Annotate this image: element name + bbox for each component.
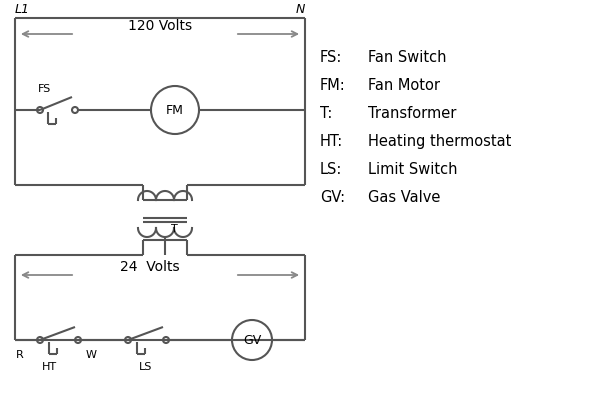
Text: T: T <box>171 224 178 234</box>
Circle shape <box>163 337 169 343</box>
Circle shape <box>37 337 43 343</box>
Text: Transformer: Transformer <box>368 106 457 121</box>
Text: Limit Switch: Limit Switch <box>368 162 457 177</box>
Text: 120 Volts: 120 Volts <box>128 19 192 33</box>
Text: W: W <box>86 350 97 360</box>
Text: 24  Volts: 24 Volts <box>120 260 180 274</box>
Text: Gas Valve: Gas Valve <box>368 190 440 205</box>
Text: FS: FS <box>38 84 51 94</box>
Text: HT: HT <box>41 362 57 372</box>
Text: GV:: GV: <box>320 190 345 205</box>
Circle shape <box>75 337 81 343</box>
Text: Heating thermostat: Heating thermostat <box>368 134 512 149</box>
Circle shape <box>125 337 131 343</box>
Text: LS: LS <box>139 362 153 372</box>
Text: N: N <box>296 3 305 16</box>
Text: FM:: FM: <box>320 78 346 93</box>
Text: L1: L1 <box>15 3 30 16</box>
Text: R: R <box>16 350 24 360</box>
Text: GV: GV <box>243 334 261 346</box>
Text: FM: FM <box>166 104 184 116</box>
Text: HT:: HT: <box>320 134 343 149</box>
Text: LS:: LS: <box>320 162 342 177</box>
Text: T:: T: <box>320 106 332 121</box>
Circle shape <box>37 107 43 113</box>
Text: FS:: FS: <box>320 50 342 65</box>
Text: Fan Switch: Fan Switch <box>368 50 447 65</box>
Circle shape <box>72 107 78 113</box>
Text: Fan Motor: Fan Motor <box>368 78 440 93</box>
